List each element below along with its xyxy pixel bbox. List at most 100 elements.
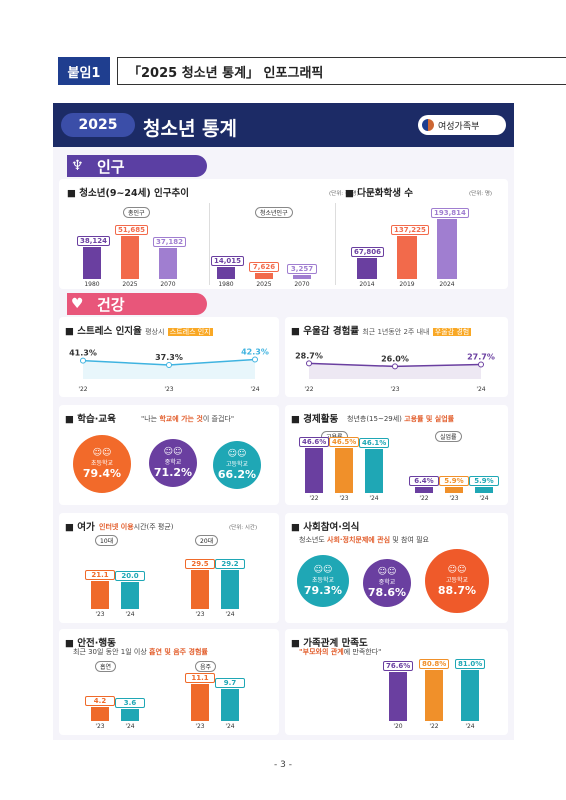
circle-value: 78.6% bbox=[367, 586, 407, 599]
safety-card: ■ 안전·행동 최근 30일 동안 1일 이상 흡연 및 음주 경험률 흡연 음… bbox=[59, 629, 279, 735]
x-label: 2019 bbox=[399, 281, 415, 288]
attachment-tag: 붙임1 bbox=[58, 57, 110, 85]
bar bbox=[425, 669, 443, 721]
stat-circle: ☺☺ 중학교 71.2% bbox=[149, 439, 197, 487]
x-label: '24 bbox=[125, 723, 135, 730]
students-icon: ☺☺ bbox=[92, 448, 112, 458]
bar bbox=[305, 448, 323, 493]
x-label: '24 bbox=[476, 386, 485, 393]
bar-value: 51,685 bbox=[115, 224, 149, 235]
data-point bbox=[392, 363, 398, 370]
x-label: '23 bbox=[449, 495, 459, 502]
bar-value: 5.9% bbox=[439, 476, 469, 487]
bar bbox=[217, 267, 235, 279]
x-label: '23 bbox=[339, 495, 349, 502]
x-label: '23 bbox=[390, 386, 399, 393]
doc-header: 붙임1 「2025 청소년 통계」 인포그래픽 bbox=[58, 57, 566, 85]
population-unit: (단위: 천 명) bbox=[329, 191, 359, 197]
x-label: '24 bbox=[465, 723, 475, 730]
bar bbox=[83, 247, 101, 279]
population-trend-title: ■ 청소년(9~24세) 인구추이 bbox=[67, 188, 189, 199]
x-label: '24 bbox=[125, 611, 135, 618]
stress-line-chart: 41.3% '22 37.3% '23 42.3% '24 bbox=[69, 347, 269, 393]
bar bbox=[191, 684, 209, 721]
bar-value: 29.5 bbox=[185, 558, 215, 569]
line-area bbox=[309, 363, 481, 379]
x-label: '22 bbox=[309, 495, 319, 502]
x-label: 2070 bbox=[294, 281, 310, 288]
line-area bbox=[83, 359, 255, 379]
safety-subtitle: 최근 30일 동안 1일 이상 흡연 및 음주 경험률 bbox=[73, 648, 208, 656]
x-label: 2025 bbox=[122, 281, 138, 288]
students-icon: ☺☺ bbox=[163, 447, 183, 457]
stat-circle: ☺☺ 중학교 78.6% bbox=[363, 559, 411, 607]
bar-value: 6.4% bbox=[409, 475, 439, 486]
divider bbox=[209, 203, 210, 285]
stat-circle: ☺☺ 초등학교 79.4% bbox=[73, 435, 131, 493]
circle-value: 71.2% bbox=[153, 466, 193, 479]
bar bbox=[221, 688, 239, 721]
x-label: '24 bbox=[225, 723, 235, 730]
social-subtitle: 청소년도 사회·정치문제에 관심 및 참여 필요 bbox=[299, 536, 429, 544]
ministry-name: 여성가족부 bbox=[438, 121, 480, 132]
x-label: '23 bbox=[164, 386, 173, 393]
bar bbox=[437, 218, 457, 279]
bar bbox=[445, 487, 463, 493]
bar-value: 193,814 bbox=[431, 207, 469, 218]
circle-label: 고등학교 bbox=[225, 461, 249, 468]
infographic: 2025 청소년 통계 여성가족부 ♆ 인구 ■ 청소년(9~24세) 인구추이… bbox=[53, 103, 514, 740]
bar bbox=[357, 257, 377, 279]
bar bbox=[221, 570, 239, 609]
x-label: '24 bbox=[225, 611, 235, 618]
x-label: 2024 bbox=[439, 281, 455, 288]
bar-value: 5.9% bbox=[469, 476, 499, 487]
bar bbox=[397, 236, 417, 279]
data-label: 26.0% bbox=[381, 354, 409, 363]
data-point bbox=[252, 356, 258, 363]
depression-card: ■ 우울감 경험률 최근 1년동안 2주 내내 우울감 경험 28.7% '22 2… bbox=[285, 317, 508, 397]
x-label: '24 bbox=[250, 386, 259, 393]
multicultural-title: ■ 다문화학생 수 bbox=[345, 188, 414, 199]
bar-value: 11.1 bbox=[185, 673, 215, 683]
leisure-unit: (단위: 시간) bbox=[229, 525, 258, 531]
bar-value: 3,257 bbox=[287, 264, 317, 274]
students-icon: ☺☺ bbox=[377, 567, 397, 577]
x-label: '24 bbox=[479, 495, 489, 502]
bar-value: 9.7 bbox=[215, 677, 245, 688]
divider bbox=[335, 203, 336, 285]
circle-value: 79.4% bbox=[82, 467, 122, 480]
data-label: 28.7% bbox=[295, 351, 323, 360]
leisure-subtitle: 인터넷 이용시간(주 평균) bbox=[99, 523, 174, 531]
family-title: ■ 가족관계 만족도 bbox=[291, 638, 368, 649]
group-label: 음주 bbox=[195, 661, 217, 672]
bar-value: 21.1 bbox=[85, 569, 115, 580]
section-population-label: 인구 bbox=[97, 157, 125, 176]
data-label: 37.3% bbox=[155, 353, 183, 362]
x-label: '24 bbox=[369, 495, 379, 502]
bar bbox=[365, 448, 383, 493]
group-label: 흡연 bbox=[95, 661, 117, 672]
x-label: '22 bbox=[429, 723, 439, 730]
bar bbox=[475, 487, 493, 493]
bar-value: 14,015 bbox=[211, 256, 245, 267]
group-label: 20대 bbox=[195, 535, 219, 546]
depression-line-chart: 28.7% '22 26.0% '23 27.7% '24 bbox=[295, 351, 495, 393]
multicultural-unit: (단위: 명) bbox=[469, 191, 493, 197]
bar-value: 137,225 bbox=[391, 225, 429, 236]
x-label: 1980 bbox=[84, 281, 100, 288]
x-label: '22 bbox=[78, 386, 87, 393]
stat-circle: ☺☺ 초등학교 79.3% bbox=[297, 555, 349, 607]
bar bbox=[159, 247, 177, 279]
social-card: ■ 사회참여·의식 청소년도 사회·정치문제에 관심 및 참여 필요 ☺☺ 초등학… bbox=[285, 513, 508, 623]
circle-label: 초등학교 bbox=[311, 577, 335, 584]
data-point bbox=[478, 361, 484, 368]
safety-title: ■ 안전·행동 bbox=[65, 638, 116, 649]
population-card: ■ 청소년(9~24세) 인구추이 (단위: 천 명) 총인구 청소년인구 38… bbox=[59, 179, 508, 289]
x-label: '23 bbox=[95, 611, 105, 618]
section-health: ♥ 건강 bbox=[67, 293, 207, 315]
leisure-title: ■ 여가 bbox=[65, 522, 95, 533]
bar-value: 76.6% bbox=[383, 661, 414, 672]
circle-label: 고등학교 bbox=[445, 577, 469, 584]
stat-circle: ☺☺ 고등학교 88.7% bbox=[425, 549, 489, 613]
data-point bbox=[306, 360, 312, 367]
